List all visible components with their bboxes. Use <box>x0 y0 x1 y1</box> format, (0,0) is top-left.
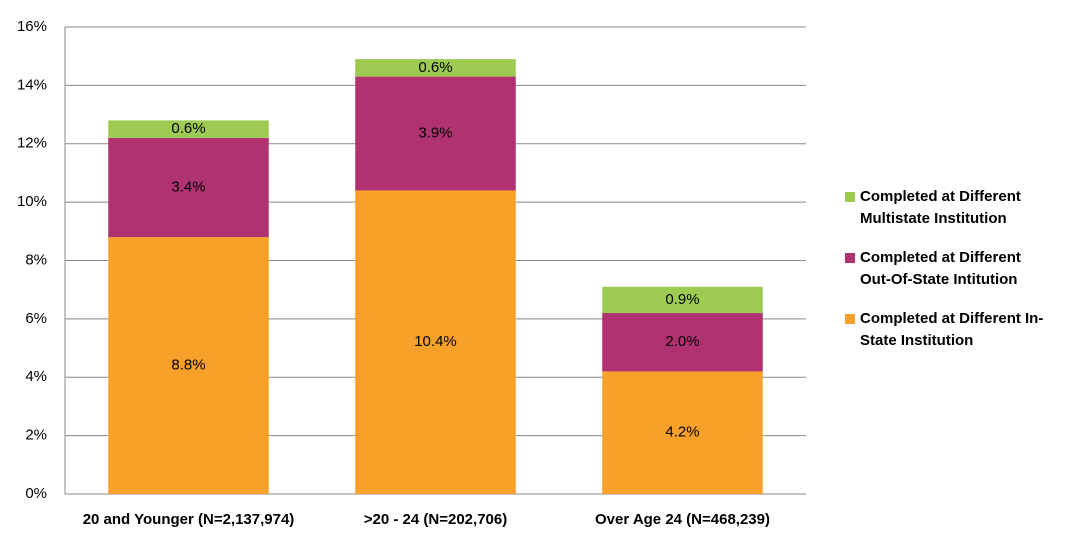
bar-segment <box>602 371 763 494</box>
y-tick-label: 8% <box>25 251 47 268</box>
y-tick-label: 4% <box>25 368 47 385</box>
value-label: 0.6% <box>418 59 452 76</box>
value-label: 0.9% <box>665 291 699 308</box>
value-label: 3.4% <box>171 179 205 196</box>
legend-label: Completed at Different In-State Institut… <box>860 310 1044 349</box>
bar-segment <box>108 237 269 494</box>
y-tick-label: 10% <box>17 193 47 210</box>
y-tick-label: 14% <box>17 76 47 93</box>
legend-swatch <box>845 314 855 324</box>
bar-segment <box>355 59 516 77</box>
y-tick-label: 12% <box>17 135 47 152</box>
x-tick-label: >20 - 24 (N=202,706) <box>364 511 507 528</box>
bar-segment <box>602 286 763 314</box>
legend-label: Completed at Different Out-Of-State Inti… <box>860 249 1021 288</box>
y-tick-label: 6% <box>25 310 47 327</box>
bar-segment <box>602 313 763 372</box>
x-tick-label: 20 and Younger (N=2,137,974) <box>83 511 295 528</box>
y-tick-label: 0% <box>25 485 47 502</box>
legend-swatch <box>845 253 855 263</box>
value-label: 4.2% <box>665 424 699 441</box>
bar-segment <box>108 120 269 138</box>
y-tick-label: 16% <box>17 18 47 35</box>
legend-label: Completed at Different Multistate Instit… <box>860 188 1021 227</box>
value-label: 2.0% <box>665 333 699 350</box>
legend-item: Completed at Different In-State Institut… <box>845 308 1060 352</box>
value-label: 10.4% <box>414 333 457 350</box>
value-label: 0.6% <box>171 120 205 137</box>
bar-segment <box>355 76 516 191</box>
value-label: 3.9% <box>418 125 452 142</box>
legend-item: Completed at Different Multistate Instit… <box>845 186 1060 230</box>
value-label: 8.8% <box>171 357 205 374</box>
legend: Completed at Different Multistate Instit… <box>845 186 1060 369</box>
y-tick-label: 2% <box>25 427 47 444</box>
x-tick-label: Over Age 24 (N=468,239) <box>595 511 770 528</box>
bar-segment <box>355 190 516 494</box>
legend-swatch <box>845 192 855 202</box>
bar-segment <box>108 137 269 238</box>
legend-item: Completed at Different Out-Of-State Inti… <box>845 247 1060 291</box>
